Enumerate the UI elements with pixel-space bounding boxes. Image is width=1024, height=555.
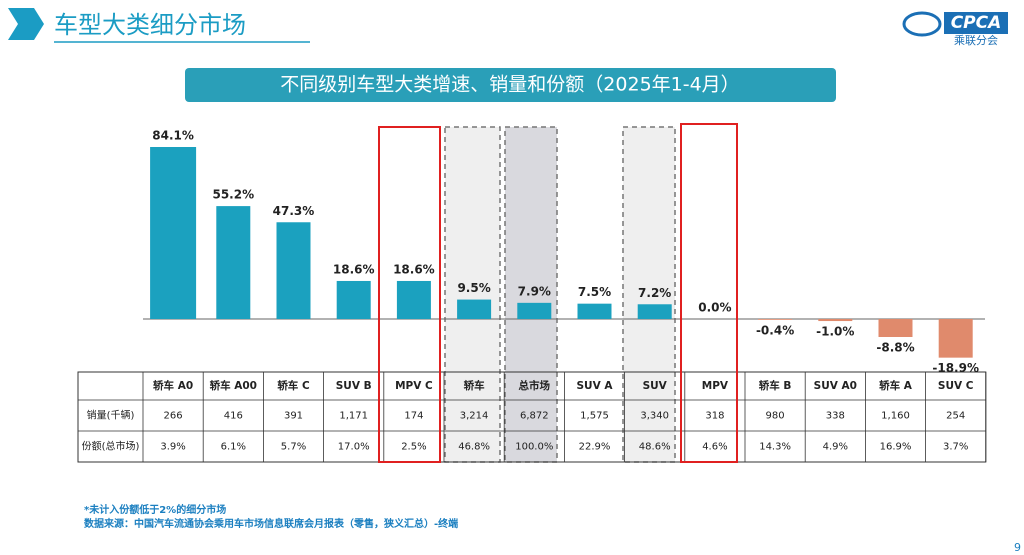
highlight-box bbox=[680, 123, 738, 463]
row-label: 销量(千辆) bbox=[87, 409, 135, 422]
table-cell: 174 bbox=[404, 411, 423, 422]
table-header: 轿车 A0 bbox=[153, 379, 193, 392]
note: 数据来源：中国汽车流通协会乘用车市场信息联席会月报表（零售，狭义汇总）-终端 bbox=[84, 517, 458, 530]
data-label: 18.6% bbox=[393, 262, 435, 276]
data-label: -8.8% bbox=[876, 340, 914, 354]
table-header: MPV bbox=[702, 380, 729, 392]
table-cell: 46.8% bbox=[458, 442, 490, 453]
data-label: 7.5% bbox=[578, 285, 611, 299]
table-header: 总市场 bbox=[519, 379, 551, 392]
chart: 84.1% 轿车 A0 55.2% 轿车 A00 47.3% 轿车 C 18.6% SUV B… bbox=[77, 129, 987, 463]
table-cell: 3.9% bbox=[160, 442, 185, 453]
chart-title: 不同级别车型大类增速、销量和份额（2025年1-4月） bbox=[280, 74, 739, 96]
bar bbox=[878, 319, 913, 337]
table-header: SUV A bbox=[577, 380, 614, 392]
table-cell: 338 bbox=[826, 411, 845, 422]
highlight-box bbox=[504, 126, 558, 463]
bar bbox=[216, 206, 251, 319]
table-header: MPV C bbox=[395, 380, 433, 392]
table-cell: 5.7% bbox=[281, 442, 306, 453]
table-cell: 391 bbox=[284, 411, 303, 422]
data-label: 55.2% bbox=[212, 188, 254, 202]
table-cell: 16.9% bbox=[880, 442, 912, 453]
table-cell: 3.7% bbox=[943, 442, 968, 453]
bar bbox=[457, 299, 492, 319]
table-cell: 48.6% bbox=[639, 442, 671, 453]
table-cell: 17.0% bbox=[338, 442, 370, 453]
row-label: 份额(总市场) bbox=[82, 440, 140, 453]
title-icon bbox=[8, 8, 44, 40]
data-label: 84.1% bbox=[152, 129, 194, 143]
data-label: -0.4% bbox=[756, 323, 794, 337]
logo-subtext: 乘联分会 bbox=[954, 34, 998, 47]
logo: CPCA 乘联分会 bbox=[902, 11, 1008, 47]
data-label: -1.0% bbox=[816, 325, 854, 339]
table-header: SUV bbox=[643, 380, 668, 392]
table-header: SUV A0 bbox=[814, 380, 857, 392]
data-label: 7.2% bbox=[638, 286, 671, 300]
bar bbox=[637, 304, 672, 319]
table-header: 轿车 C bbox=[277, 379, 310, 392]
table-header: 轿车 A00 bbox=[210, 379, 257, 392]
table-cell: 980 bbox=[766, 411, 785, 422]
highlight-box bbox=[378, 126, 441, 463]
note: *未计入份额低于2%的细分市场 bbox=[84, 503, 226, 516]
table-cell: 1,171 bbox=[339, 411, 368, 422]
table-header: SUV B bbox=[336, 380, 372, 392]
table-cell: 3,340 bbox=[640, 411, 669, 422]
data-label: 0.0% bbox=[698, 301, 731, 315]
bar bbox=[517, 302, 552, 319]
page-title: 车型大类细分市场 bbox=[54, 11, 246, 39]
table-cell: 4.6% bbox=[702, 442, 727, 453]
data-label: 7.9% bbox=[518, 284, 551, 298]
table-cell: 1,160 bbox=[881, 411, 910, 422]
table-cell: 2.5% bbox=[401, 442, 426, 453]
table-cell: 14.3% bbox=[759, 442, 791, 453]
table-cell: 1,575 bbox=[580, 411, 609, 422]
highlight-box bbox=[622, 126, 676, 463]
highlight-box bbox=[444, 126, 501, 463]
bar bbox=[336, 280, 371, 319]
table-cell: 416 bbox=[224, 411, 243, 422]
table-header: 轿车 bbox=[464, 379, 485, 392]
table-cell: 3,214 bbox=[460, 411, 489, 422]
table-cell: 6,872 bbox=[520, 411, 549, 422]
bar bbox=[577, 303, 612, 319]
table-header: 轿车 A bbox=[879, 379, 913, 392]
table-cell: 4.9% bbox=[823, 442, 848, 453]
table-cell: 22.9% bbox=[579, 442, 611, 453]
chart-title-banner bbox=[185, 68, 836, 102]
data-label: 18.6% bbox=[333, 262, 375, 276]
table-cell: 6.1% bbox=[221, 442, 246, 453]
table-header: SUV C bbox=[938, 380, 974, 392]
bar bbox=[938, 319, 973, 358]
table-cell: 318 bbox=[705, 411, 724, 422]
table-cell: 100.0% bbox=[515, 442, 553, 453]
logo-text: CPCA bbox=[951, 13, 1002, 33]
bar bbox=[758, 319, 793, 320]
bar bbox=[396, 280, 431, 319]
page-number: 9 bbox=[1014, 541, 1021, 554]
bar bbox=[818, 319, 853, 322]
table-cell: 254 bbox=[946, 411, 965, 422]
data-label: 47.3% bbox=[273, 204, 315, 218]
table-header: 轿车 B bbox=[759, 379, 792, 392]
data-label: -18.9% bbox=[932, 361, 979, 375]
data-label: 9.5% bbox=[457, 281, 490, 295]
table-cell: 266 bbox=[164, 411, 183, 422]
bar bbox=[150, 147, 197, 319]
bar bbox=[276, 222, 311, 319]
